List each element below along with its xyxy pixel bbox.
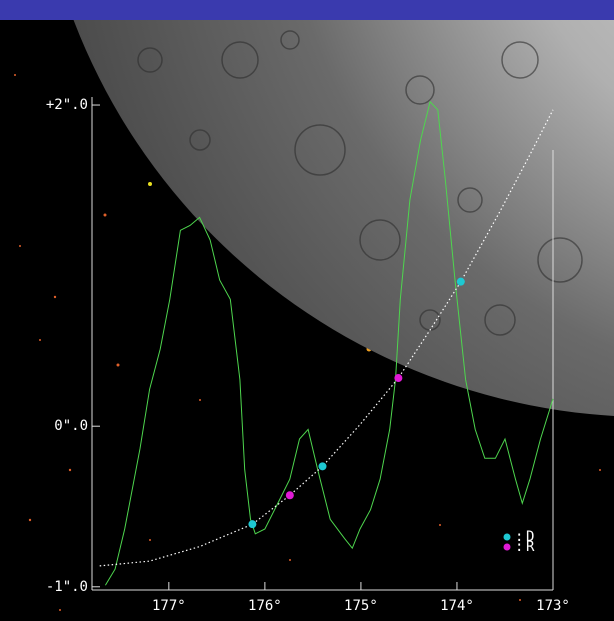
event-point — [248, 520, 256, 528]
y-tick-label: 0".0 — [54, 418, 88, 434]
x-tick-label: 175° — [344, 598, 378, 614]
x-tick-label: 173° — [536, 598, 570, 614]
event-point — [394, 374, 402, 382]
legend-marker — [504, 544, 511, 551]
x-tick-label: 177° — [152, 598, 186, 614]
event-point — [286, 491, 294, 499]
y-tick-label: -1".0 — [46, 579, 88, 595]
x-tick-label: 176° — [248, 598, 282, 614]
event-point — [457, 278, 465, 286]
title-bar — [0, 0, 614, 20]
x-tick-label: 174° — [440, 598, 474, 614]
chart: +2".00".0-1".0177°176°175°174°173°:D:R — [0, 0, 614, 621]
legend-marker — [504, 534, 511, 541]
y-tick-label: +2".0 — [46, 97, 88, 113]
legend-separator: : — [515, 539, 523, 555]
legend-label: R — [526, 539, 535, 555]
event-point — [319, 462, 327, 470]
